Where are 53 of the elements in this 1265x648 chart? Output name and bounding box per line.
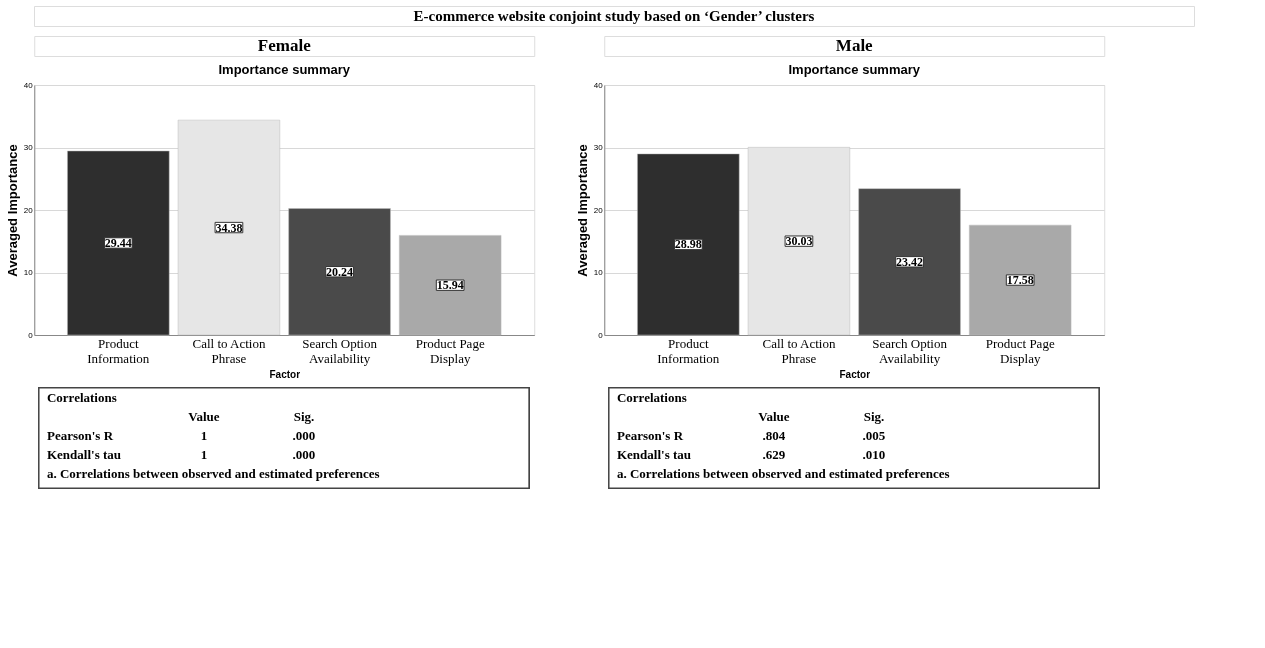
text: E-commerce website conjoint study based on ‘Gender’ clusters (413, 8, 815, 24)
bar (177, 119, 281, 336)
y-tick-label: 0 (28, 330, 34, 340)
y-tick-label: 40 (593, 80, 604, 90)
text: Pearson's R .804 .005 (616, 428, 886, 443)
data-label: 28.98 (674, 237, 702, 252)
data-label: 15.94 (436, 278, 464, 293)
y-axis-title: Averaged Importance (574, 144, 590, 277)
y-tick-label: 20 (23, 205, 34, 215)
x-tick-label: Search Option Availability (872, 335, 948, 366)
text: Value Sig. (188, 409, 315, 424)
y-tick-label: 30 (593, 143, 604, 152)
x-tick-label: Product Page Display (985, 335, 1055, 366)
text: Correlations (616, 390, 687, 405)
text: a. Correlations between observed and estimated preferences (46, 466, 380, 481)
chart-subtitle: Male (835, 36, 874, 55)
x-axis-title: Factor (839, 368, 871, 380)
bar (399, 235, 502, 336)
x-tick-label: Product Information (657, 335, 720, 366)
data-label: 20.24 (326, 264, 354, 279)
x-tick-label: Search Option Availability (302, 335, 378, 366)
y-tick-label: 20 (593, 205, 604, 215)
x-tick-label: Product Page Display (415, 335, 485, 366)
bar (637, 153, 740, 336)
bar (747, 147, 851, 336)
data-label: 34.38 (215, 220, 243, 235)
text: Value Sig. (758, 409, 885, 424)
data-label: 30.03 (785, 234, 813, 249)
x-tick-label: Call to Action Phrase (762, 335, 836, 366)
x-tick-label: Call to Action Phrase (192, 335, 266, 366)
data-label: 17.58 (1006, 273, 1034, 288)
text: Correlations (46, 390, 117, 405)
bar (67, 150, 170, 336)
data-label: 23.42 (896, 254, 924, 269)
text: Pearson's R 1 .000 (46, 428, 316, 443)
y-tick-label: 10 (593, 268, 604, 277)
y-tick-label: 30 (23, 143, 34, 152)
text: a. Correlations between observed and estimated preferences (616, 466, 950, 481)
x-tick-label: Product Information (87, 335, 150, 366)
chart-title: Importance summary (218, 62, 351, 77)
bar (858, 188, 961, 336)
x-axis-title: Factor (269, 368, 301, 380)
chart-subtitle: Female (257, 36, 312, 55)
text: Kendall's tau 1 .000 (46, 447, 316, 462)
y-tick-label: 40 (23, 80, 34, 90)
chart-title: Importance summary (788, 62, 921, 77)
bar (969, 224, 1072, 336)
y-tick-label: 0 (598, 330, 604, 340)
data-label: 29.44 (104, 236, 132, 250)
text: Kendall's tau .629 .010 (616, 447, 886, 462)
y-axis-title: Averaged Importance (4, 144, 20, 277)
bar (288, 208, 391, 336)
y-tick-label: 10 (23, 268, 34, 277)
